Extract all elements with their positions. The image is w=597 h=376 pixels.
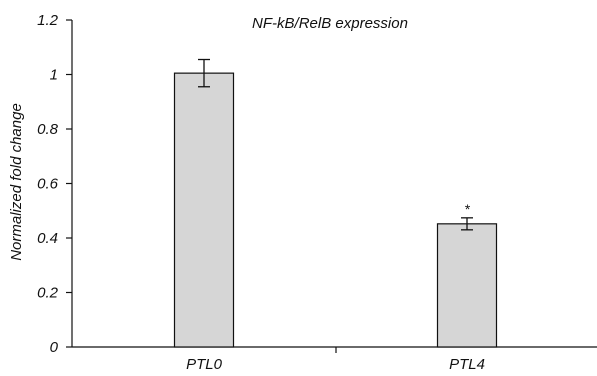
plot-area: 0 0.2 0.4 0.6 0.8 1 1.2 PTL0 PTL4 * [37, 12, 597, 373]
significance-marker: * [464, 201, 470, 217]
y-tick-label: 0.8 [37, 121, 59, 138]
y-tick-label: 0 [50, 339, 59, 356]
y-tick-label: 0.4 [37, 230, 58, 247]
bar [173, 72, 235, 348]
bar [436, 223, 498, 348]
x-tick-label: PTL4 [449, 356, 485, 373]
x-tick-label: PTL0 [186, 356, 223, 373]
chart-title: NF-kB/RelB expression [252, 15, 408, 32]
y-tick-label: 1 [50, 67, 58, 84]
y-tick-label: 1.2 [37, 12, 59, 29]
y-tick-label: 0.2 [37, 285, 59, 302]
y-tick-label: 0.6 [37, 176, 59, 193]
y-axis-label: Normalized fold change [8, 103, 25, 261]
